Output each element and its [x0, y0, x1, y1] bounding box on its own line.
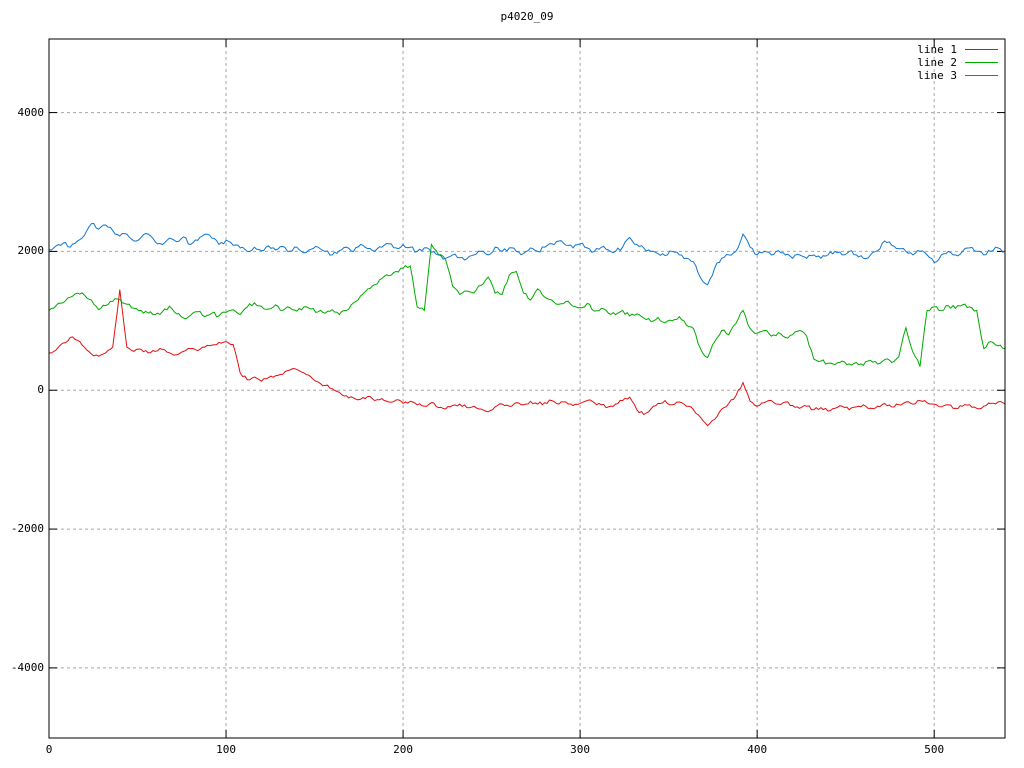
chart-title: p4020_09 [500, 10, 554, 23]
legend-item: line 3 [917, 69, 998, 82]
x-tick-label: 300 [570, 743, 591, 756]
x-tick-label: 500 [924, 743, 945, 756]
x-tick-label: 400 [747, 743, 768, 756]
x-tick-label: 100 [216, 743, 236, 756]
legend-line-sample [965, 49, 998, 50]
legend-item: line 2 [917, 56, 998, 69]
series-line-1 [48, 289, 1006, 427]
legend-line-sample [965, 75, 998, 76]
y-tick-label: 2000 [17, 244, 45, 258]
legend-line-sample [965, 62, 998, 63]
legend: line 1 line 2 line 3 [917, 43, 998, 82]
series-line-2 [48, 243, 1006, 367]
legend-label: line 1 [917, 43, 957, 56]
legend-label: line 3 [917, 69, 957, 82]
y-tick-label: -4000 [10, 660, 44, 674]
y-tick-label: 0 [37, 383, 44, 397]
series-line-3 [48, 222, 1006, 286]
y-tick-label: 4000 [17, 105, 45, 119]
x-tick-label: 0 [45, 743, 53, 756]
legend-item: line 1 [917, 43, 998, 56]
x-tick-label: 200 [393, 743, 413, 756]
y-tick-label: -2000 [10, 522, 44, 536]
plot-border [48, 38, 1006, 739]
legend-label: line 2 [917, 56, 957, 69]
